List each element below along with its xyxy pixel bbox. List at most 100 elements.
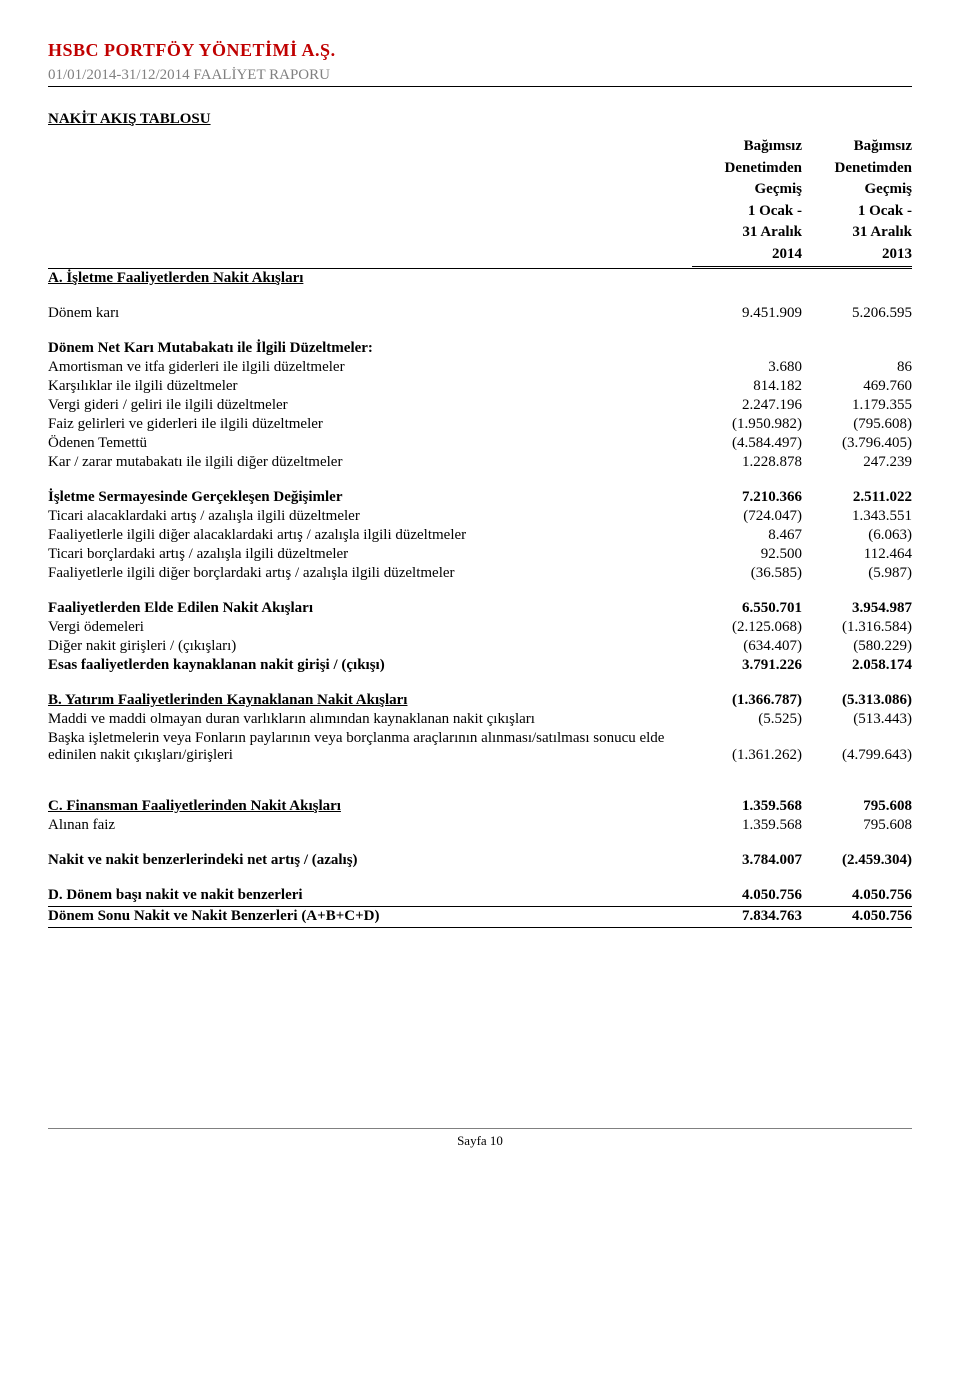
col-header-2014: 1 Ocak - [692, 201, 802, 223]
row-value-2014: 7.210.366 [692, 488, 802, 507]
col-header-empty [48, 158, 692, 180]
row-value-2014 [692, 339, 802, 358]
row-label: A. İşletme Faaliyetlerden Nakit Akışları [48, 269, 692, 289]
row-value-2014: (634.407) [692, 637, 802, 656]
row-label: İşletme Sermayesinde Gerçekleşen Değişim… [48, 488, 692, 507]
row-label: Alınan faiz [48, 816, 692, 835]
row-value-2014: (2.125.068) [692, 618, 802, 637]
row-label: Ticari alacaklardaki artış / azalışla il… [48, 507, 692, 526]
row-value-2013: 5.206.595 [802, 304, 912, 323]
row-value-2014: 92.500 [692, 545, 802, 564]
col-header-empty [48, 136, 692, 158]
row-value-2014: 3.680 [692, 358, 802, 377]
section-title: NAKİT AKIŞ TABLOSU [48, 111, 912, 128]
row-value-2013: 795.608 [802, 816, 912, 835]
col-header-2013: Bağımsız [802, 136, 912, 158]
row-value-2013: 112.464 [802, 545, 912, 564]
row-label: Kar / zarar mutabakatı ile ilgili diğer … [48, 453, 692, 472]
row-value-2014: 7.834.763 [692, 907, 802, 927]
row-label: Faiz gelirleri ve giderleri ile ilgili d… [48, 415, 692, 434]
page-number: 10 [490, 1133, 503, 1148]
col-header-2014: Geçmiş [692, 179, 802, 201]
col-header-empty [48, 244, 692, 266]
row-label: Ödenen Temettü [48, 434, 692, 453]
row-value-2013: (5.987) [802, 564, 912, 583]
row-label: Vergi gideri / geliri ile ilgili düzeltm… [48, 396, 692, 415]
col-header-2014: 31 Aralık [692, 222, 802, 244]
row-value-2014: 2.247.196 [692, 396, 802, 415]
col-header-empty [48, 179, 692, 201]
row-value-2014: 1.228.878 [692, 453, 802, 472]
row-label: B. Yatırım Faaliyetlerinden Kaynaklanan … [48, 691, 692, 710]
row-label: Maddi ve maddi olmayan duran varlıkların… [48, 710, 692, 729]
row-value-2014: (1.361.262) [692, 729, 802, 765]
row-value-2014: 9.451.909 [692, 304, 802, 323]
row-label: Diğer nakit girişleri / (çıkışları) [48, 637, 692, 656]
col-header-2014: 2014 [692, 244, 802, 266]
row-value-2014 [692, 269, 802, 289]
row-value-2013: 1.179.355 [802, 396, 912, 415]
row-value-2014: 8.467 [692, 526, 802, 545]
row-value-2013: 86 [802, 358, 912, 377]
footer-rule [48, 1128, 912, 1129]
row-value-2013: (513.443) [802, 710, 912, 729]
row-value-2014: 1.359.568 [692, 797, 802, 816]
row-value-2014: (5.525) [692, 710, 802, 729]
row-value-2013: 795.608 [802, 797, 912, 816]
row-label: Amortisman ve itfa giderleri ile ilgili … [48, 358, 692, 377]
row-value-2013: (580.229) [802, 637, 912, 656]
col-header-2014: Bağımsız [692, 136, 802, 158]
row-value-2014: (4.584.497) [692, 434, 802, 453]
row-label: Vergi ödemeleri [48, 618, 692, 637]
row-label: Ticari borçlardaki artış / azalışla ilgi… [48, 545, 692, 564]
row-label: Esas faaliyetlerden kaynaklanan nakit gi… [48, 656, 692, 675]
row-value-2013: 2.511.022 [802, 488, 912, 507]
row-label: C. Finansman Faaliyetlerinden Nakit Akış… [48, 797, 692, 816]
row-value-2014: 3.791.226 [692, 656, 802, 675]
row-value-2013: 4.050.756 [802, 907, 912, 927]
row-value-2014: 4.050.756 [692, 886, 802, 905]
row-label: Nakit ve nakit benzerlerindeki net artış… [48, 851, 692, 870]
col-header-2013: 31 Aralık [802, 222, 912, 244]
row-value-2013: 247.239 [802, 453, 912, 472]
page-footer: Sayfa 10 [48, 1128, 912, 1149]
header-rule [48, 86, 912, 87]
row-value-2013: (2.459.304) [802, 851, 912, 870]
row-label: Karşılıklar ile ilgili düzeltmeler [48, 377, 692, 396]
row-value-2014: (36.585) [692, 564, 802, 583]
report-period: 01/01/2014-31/12/2014 FAALİYET RAPORU [48, 67, 912, 84]
row-value-2013: 2.058.174 [802, 656, 912, 675]
row-value-2013: 469.760 [802, 377, 912, 396]
row-value-2013: 3.954.987 [802, 599, 912, 618]
row-value-2013: 4.050.756 [802, 886, 912, 905]
row-label: D. Dönem başı nakit ve nakit benzerleri [48, 886, 692, 905]
row-value-2014: (1.366.787) [692, 691, 802, 710]
row-label: Dönem Sonu Nakit ve Nakit Benzerleri (A+… [48, 907, 692, 927]
col-header-empty [48, 222, 692, 244]
row-value-2013: (4.799.643) [802, 729, 912, 765]
col-header-2013: Denetimden [802, 158, 912, 180]
row-value-2013 [802, 269, 912, 289]
row-value-2013 [802, 339, 912, 358]
row-label: Dönem Net Karı Mutabakatı ile İlgili Düz… [48, 339, 692, 358]
row-label: Dönem karı [48, 304, 692, 323]
row-value-2013: 1.343.551 [802, 507, 912, 526]
row-value-2014: 814.182 [692, 377, 802, 396]
row-value-2014: 3.784.007 [692, 851, 802, 870]
row-label: Faaliyetlerle ilgili diğer alacaklardaki… [48, 526, 692, 545]
row-value-2013: (1.316.584) [802, 618, 912, 637]
company-name: HSBC PORTFÖY YÖNETİMİ A.Ş. [48, 40, 912, 61]
row-value-2013: (6.063) [802, 526, 912, 545]
col-header-2013: 1 Ocak - [802, 201, 912, 223]
row-label: Başka işletmelerin veya Fonların payları… [48, 729, 692, 765]
row-value-2014: 1.359.568 [692, 816, 802, 835]
row-label: Faaliyetlerle ilgili diğer borçlardaki a… [48, 564, 692, 583]
col-header-2013: 2013 [802, 244, 912, 266]
row-value-2013: (5.313.086) [802, 691, 912, 710]
row-value-2013: (795.608) [802, 415, 912, 434]
page-label: Sayfa [457, 1133, 487, 1148]
col-header-empty [48, 201, 692, 223]
cashflow-table: BağımsızBağımsızDenetimdenDenetimdenGeçm… [48, 136, 912, 928]
row-value-2014: (1.950.982) [692, 415, 802, 434]
row-value-2014: (724.047) [692, 507, 802, 526]
